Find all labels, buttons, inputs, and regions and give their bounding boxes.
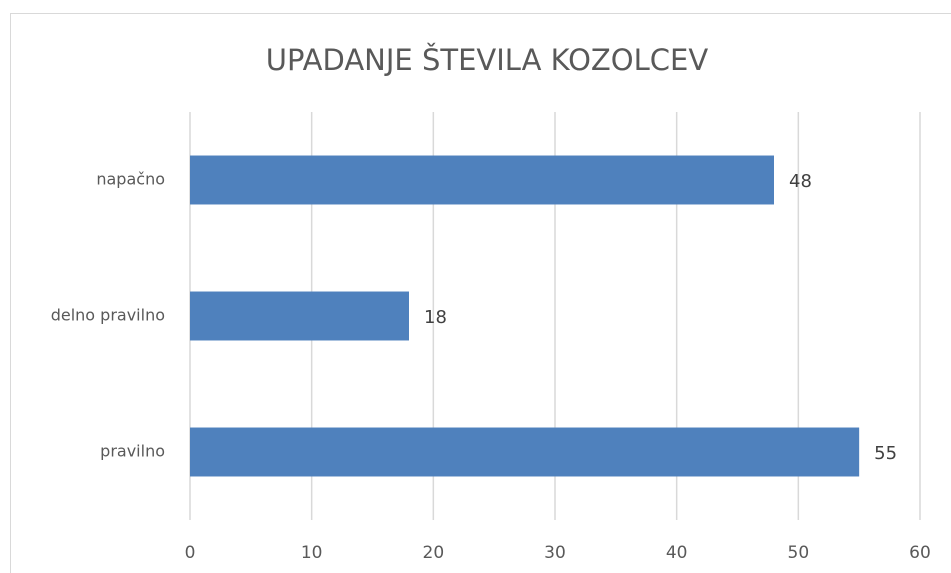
- x-tick-label: 60: [909, 543, 931, 563]
- x-tick-label: 50: [788, 543, 810, 563]
- bar: [190, 291, 409, 341]
- y-tick-label: delno pravilno: [51, 306, 165, 325]
- x-tick-label: 40: [666, 543, 688, 563]
- data-label: 48: [789, 171, 812, 192]
- y-tick-label: pravilno: [100, 442, 165, 461]
- data-label: 55: [874, 443, 897, 464]
- chart-title: UPADANJE ŠTEVILA KOZOLCEV: [266, 43, 709, 77]
- x-tick-label: 30: [544, 543, 566, 563]
- data-label: 18: [424, 307, 447, 328]
- x-tick-label: 20: [423, 543, 445, 563]
- y-tick-label: napačno: [96, 170, 165, 189]
- x-tick-label: 0: [185, 543, 196, 563]
- bar: [190, 427, 860, 477]
- x-tick-label: 10: [301, 543, 323, 563]
- chart-border: [10, 13, 951, 573]
- bar: [190, 155, 774, 205]
